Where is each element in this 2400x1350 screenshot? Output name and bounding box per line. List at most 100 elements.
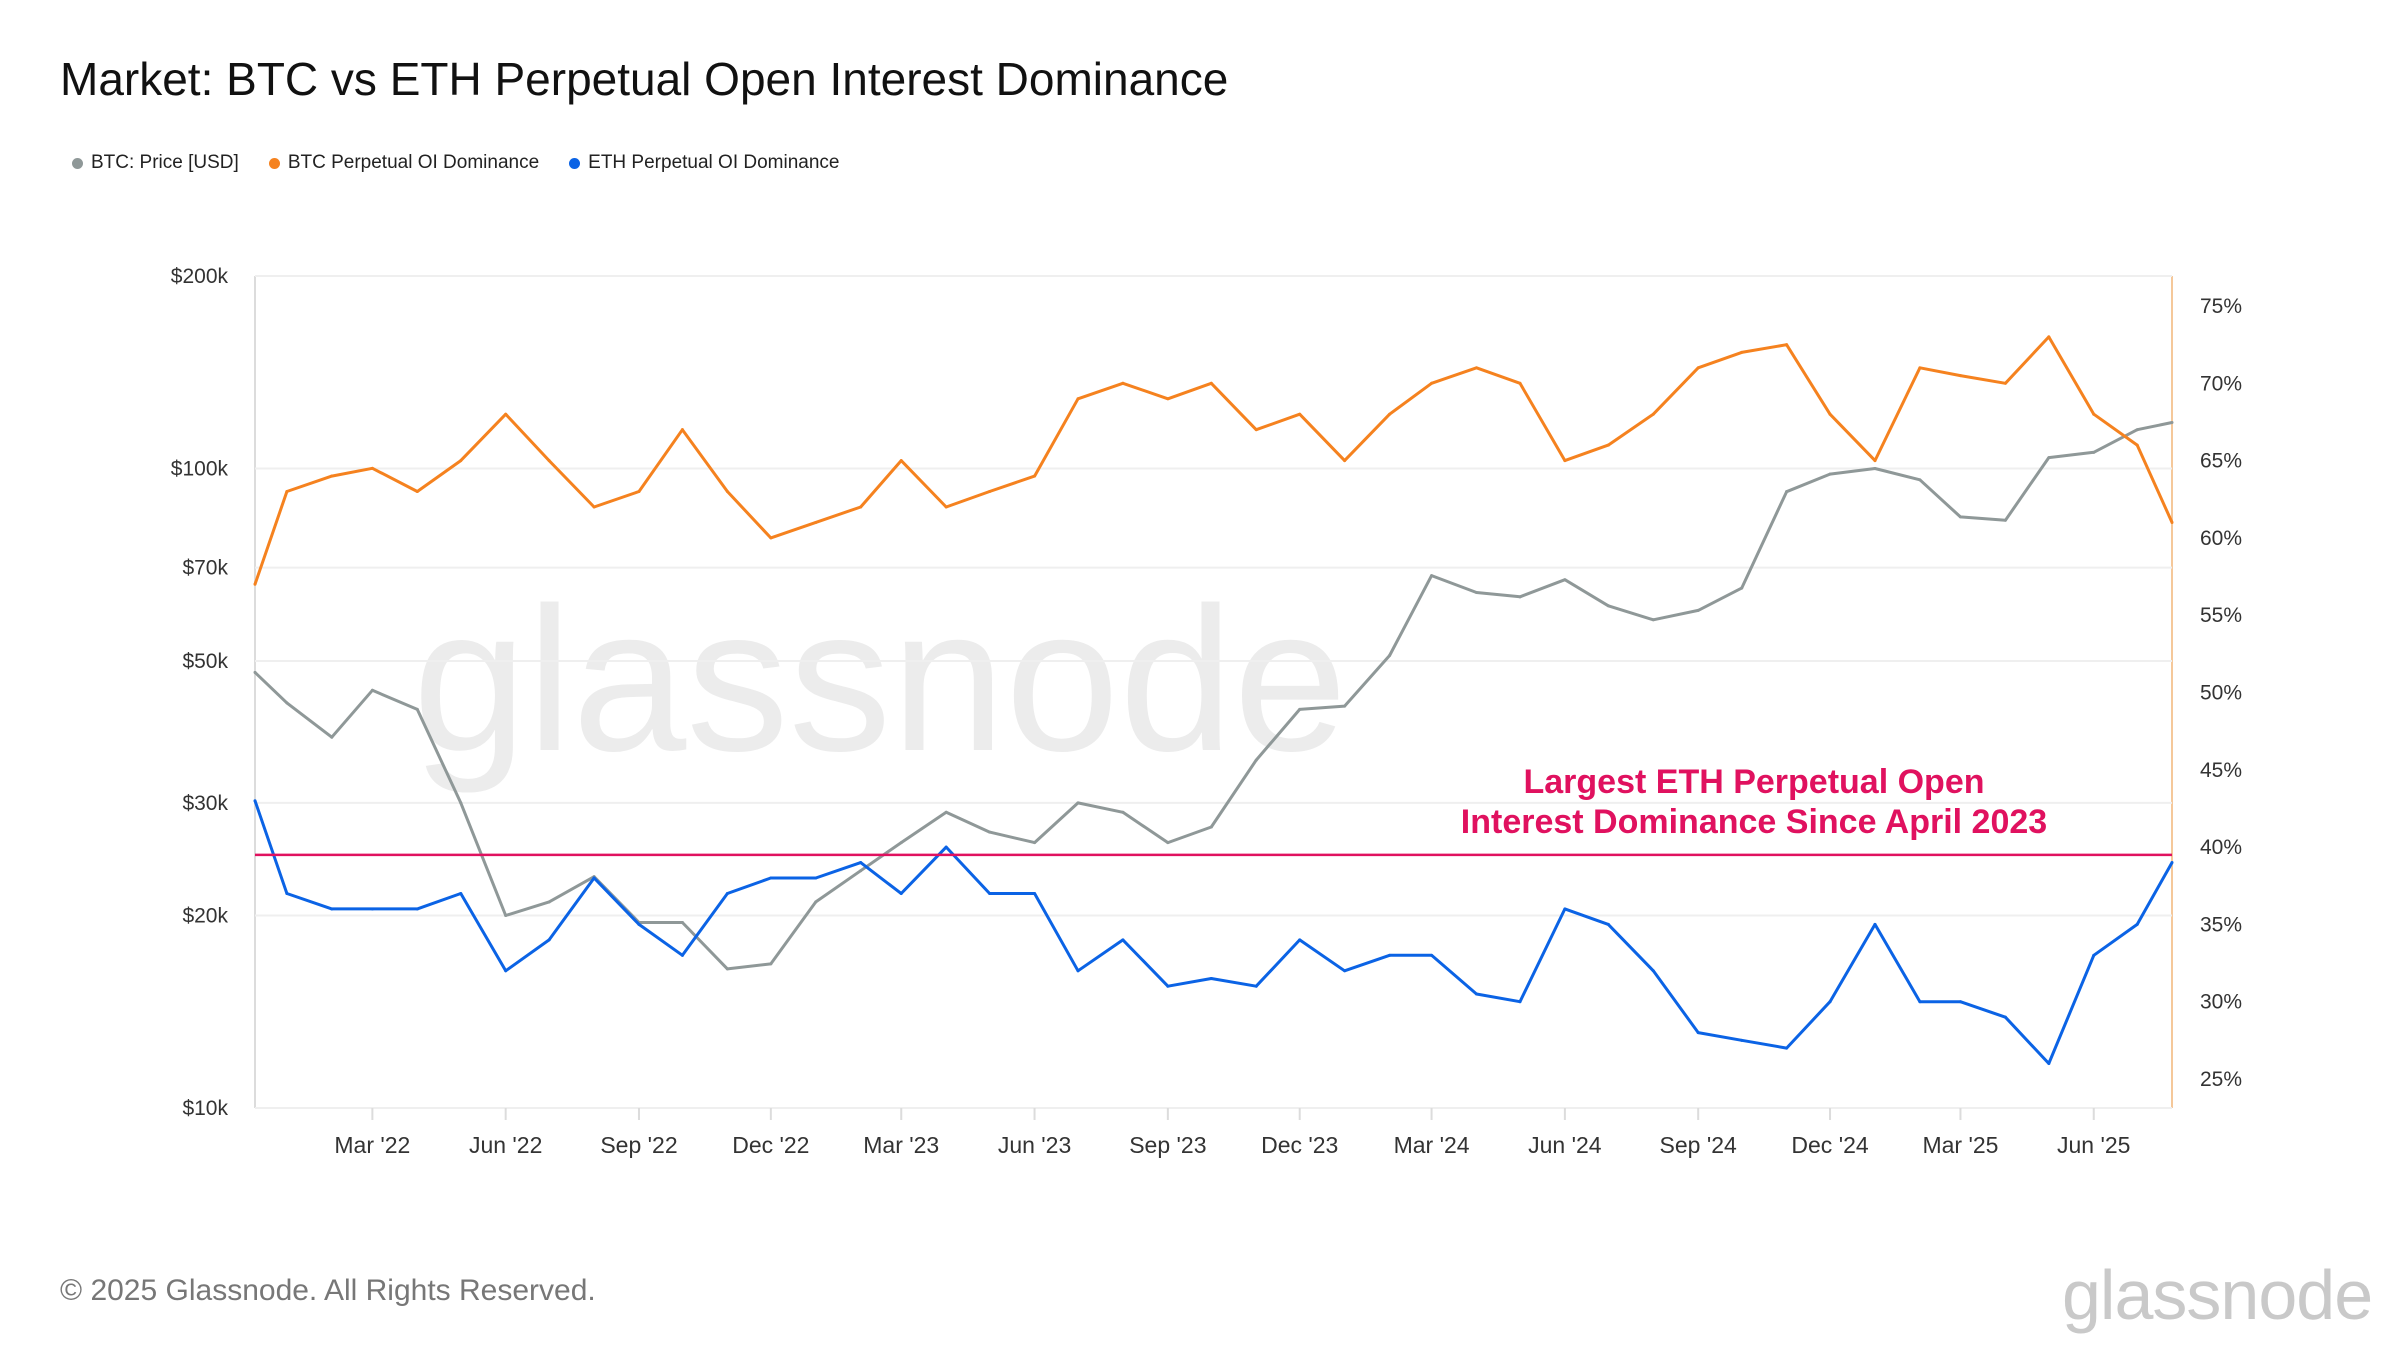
data-point bbox=[2170, 861, 2174, 865]
data-point bbox=[2003, 381, 2007, 385]
x-tick-label: Sep '24 bbox=[1660, 1132, 1737, 1158]
data-point bbox=[1166, 984, 1170, 988]
data-point bbox=[1166, 397, 1170, 401]
data-point bbox=[459, 459, 463, 463]
data-point bbox=[2003, 518, 2007, 522]
data-point bbox=[1076, 969, 1080, 973]
data-point bbox=[1828, 412, 1832, 416]
data-point bbox=[1121, 381, 1125, 385]
y-right-tick-label: 30% bbox=[2200, 991, 2242, 1014]
data-point bbox=[1388, 953, 1392, 957]
legend: BTC: Price [USD] BTC Perpetual OI Domina… bbox=[72, 152, 840, 174]
data-point bbox=[1430, 381, 1434, 385]
y-right-tick-label: 70% bbox=[2200, 372, 2242, 395]
data-point bbox=[1873, 459, 1877, 463]
data-point bbox=[1298, 938, 1302, 942]
chart-title: Market: BTC vs ETH Perpetual Open Intere… bbox=[60, 53, 1229, 105]
data-point bbox=[1388, 412, 1392, 416]
y-right-tick-label: 40% bbox=[2200, 836, 2242, 859]
legend-dot bbox=[268, 157, 280, 169]
data-point bbox=[2170, 520, 2174, 524]
data-point bbox=[253, 582, 257, 586]
data-point bbox=[680, 953, 684, 957]
data-point bbox=[2135, 428, 2139, 432]
data-point bbox=[370, 688, 374, 692]
watermark: glassnode bbox=[413, 565, 1348, 794]
data-point bbox=[1563, 459, 1567, 463]
data-point bbox=[1740, 350, 1744, 354]
y-left-tick-label: $70k bbox=[182, 557, 228, 580]
data-point bbox=[1651, 969, 1655, 973]
legend-item-eth-oi[interactable]: ETH Perpetual OI Dominance bbox=[569, 152, 840, 174]
series-line-btc-oi-dominance bbox=[253, 335, 2174, 585]
legend-item-btc-oi[interactable]: BTC Perpetual OI Dominance bbox=[268, 152, 540, 174]
legend-label: BTC: Price [USD] bbox=[91, 152, 239, 173]
data-point bbox=[1828, 472, 1832, 476]
y-right-tick-label: 75% bbox=[2200, 295, 2242, 318]
data-point bbox=[1033, 474, 1037, 478]
data-point bbox=[1430, 953, 1434, 957]
data-point bbox=[370, 907, 374, 911]
data-point bbox=[1209, 825, 1213, 829]
data-point bbox=[2092, 953, 2096, 957]
data-point bbox=[2047, 456, 2051, 460]
y-left-tick-label: $200k bbox=[171, 265, 229, 288]
y-left-tick-label: $10k bbox=[182, 1097, 228, 1120]
x-tick-label: Jun '22 bbox=[469, 1132, 542, 1158]
data-point bbox=[1388, 654, 1392, 658]
y-right-tick-label: 60% bbox=[2200, 527, 2242, 550]
data-point bbox=[1209, 381, 1213, 385]
data-point bbox=[1121, 810, 1125, 814]
data-point bbox=[370, 466, 374, 470]
data-point bbox=[415, 907, 419, 911]
data-point bbox=[899, 891, 903, 895]
x-tick-label: Dec '24 bbox=[1791, 1132, 1868, 1158]
data-point bbox=[1298, 412, 1302, 416]
y-right-tick-label: 35% bbox=[2200, 913, 2242, 936]
x-tick-label: Mar '24 bbox=[1394, 1132, 1470, 1158]
data-point bbox=[415, 490, 419, 494]
data-point bbox=[1254, 428, 1258, 432]
data-point bbox=[415, 707, 419, 711]
y-left-tick-label: $20k bbox=[182, 904, 228, 927]
data-point bbox=[459, 801, 463, 805]
data-point bbox=[1651, 618, 1655, 622]
data-point bbox=[637, 490, 641, 494]
data-point bbox=[988, 830, 992, 834]
data-point bbox=[1785, 343, 1789, 347]
x-tick-label: Dec '22 bbox=[732, 1132, 809, 1158]
legend-item-btc-price[interactable]: BTC: Price [USD] bbox=[72, 152, 239, 174]
data-point bbox=[1298, 707, 1302, 711]
x-tick-label: Dec '23 bbox=[1261, 1132, 1338, 1158]
data-point bbox=[769, 536, 773, 540]
data-point bbox=[1785, 490, 1789, 494]
data-point bbox=[899, 841, 903, 845]
data-point bbox=[769, 962, 773, 966]
x-tick-label: Sep '22 bbox=[600, 1132, 677, 1158]
data-point bbox=[944, 505, 948, 509]
data-point bbox=[1563, 907, 1567, 911]
data-point bbox=[1918, 366, 1922, 370]
data-point bbox=[725, 967, 729, 971]
y-right-tick-label: 45% bbox=[2200, 759, 2242, 782]
data-point bbox=[1696, 608, 1700, 612]
data-point bbox=[592, 505, 596, 509]
data-point bbox=[285, 701, 289, 705]
legend-label: BTC Perpetual OI Dominance bbox=[287, 152, 540, 173]
data-point bbox=[1166, 841, 1170, 845]
data-point bbox=[1033, 841, 1037, 845]
data-point bbox=[1696, 366, 1700, 370]
data-point bbox=[725, 891, 729, 895]
data-point bbox=[1033, 891, 1037, 895]
data-point bbox=[330, 474, 334, 478]
data-point bbox=[2047, 335, 2051, 339]
data-point bbox=[1785, 1046, 1789, 1050]
data-point bbox=[1518, 595, 1522, 599]
data-point bbox=[1918, 478, 1922, 482]
data-point bbox=[1343, 704, 1347, 708]
x-tick-label: Jun '23 bbox=[998, 1132, 1071, 1158]
y-right-tick-label: 65% bbox=[2200, 450, 2242, 473]
data-point bbox=[1254, 758, 1258, 762]
data-point bbox=[504, 969, 508, 973]
